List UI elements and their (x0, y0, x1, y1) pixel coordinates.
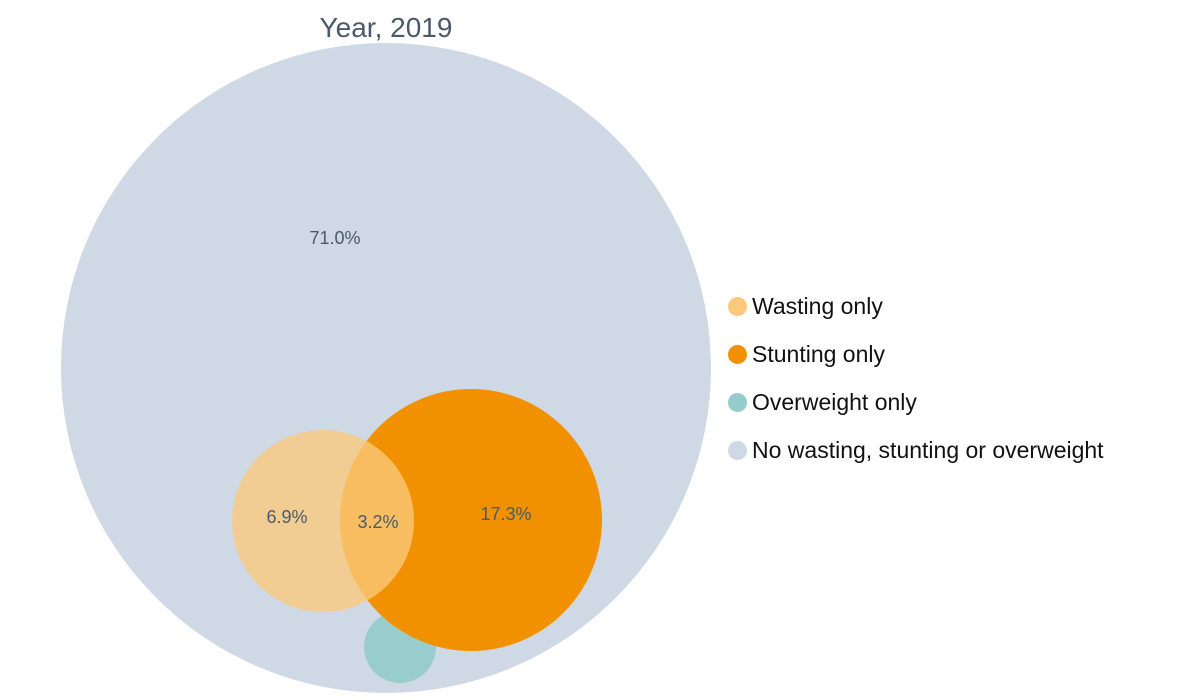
venn-circles (61, 43, 711, 693)
venn-value-labels: 71.0% 6.9% 3.2% 17.3% (266, 228, 531, 532)
legend-item-overweight[interactable]: Overweight only (728, 378, 1188, 426)
circle-wasting[interactable] (232, 430, 414, 612)
legend-item-no-condition[interactable]: No wasting, stunting or overweight (728, 426, 1188, 474)
legend-label-overweight: Overweight only (752, 388, 917, 415)
legend-swatch-stunting (728, 344, 747, 364)
chart-legend: Wasting only Stunting only Overweight on… (728, 282, 1188, 474)
chart-title: Year, 2019 (320, 12, 453, 43)
circle-stunting[interactable] (340, 389, 602, 651)
legend-label-wasting: Wasting only (752, 292, 883, 319)
legend-swatch-overweight (728, 392, 747, 412)
legend-item-wasting[interactable]: Wasting only (728, 282, 1188, 330)
label-stunting-only: 17.3% (480, 504, 531, 524)
legend-swatch-wasting (728, 296, 747, 316)
label-wasting-only: 6.9% (266, 507, 307, 527)
label-wasting-and-stunting: 3.2% (357, 512, 398, 532)
legend-label-no-condition: No wasting, stunting or overweight (752, 436, 1104, 463)
legend-swatch-no-condition (728, 440, 747, 460)
legend-label-stunting: Stunting only (752, 340, 885, 367)
label-no-condition: 71.0% (309, 228, 360, 248)
legend-item-stunting[interactable]: Stunting only (728, 330, 1188, 378)
